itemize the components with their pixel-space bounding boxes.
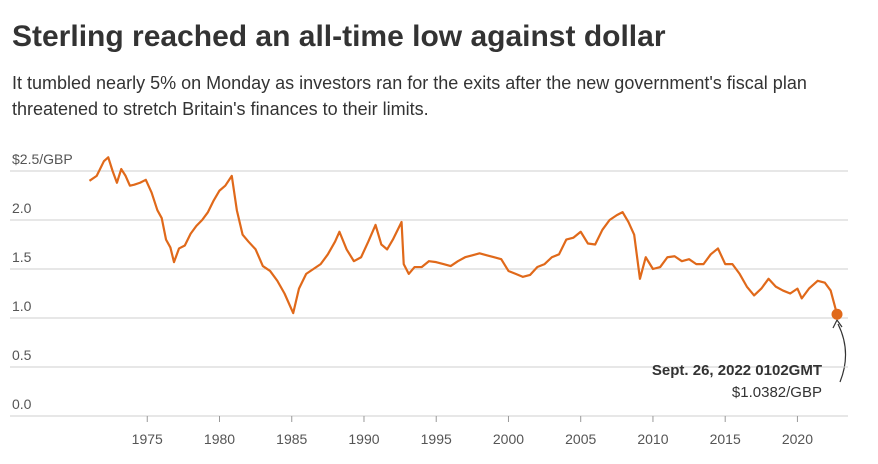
y-tick-label: 2.0 — [12, 200, 32, 216]
y-tick-label: 0.5 — [12, 347, 32, 363]
chart-subtitle: It tumbled nearly 5% on Monday as invest… — [12, 73, 807, 93]
y-tick-label: 1.5 — [12, 249, 32, 265]
x-tick-label: 1990 — [348, 431, 379, 447]
x-tick-label: 2000 — [493, 431, 524, 447]
x-tick-label: 1995 — [421, 431, 452, 447]
x-tick-label: 1980 — [204, 431, 235, 447]
chart-subtitle: threatened to stretch Britain's finances… — [12, 99, 429, 119]
x-tick-label: 2015 — [710, 431, 741, 447]
y-tick-label: 1.0 — [12, 298, 32, 314]
x-tick-label: 2020 — [782, 431, 813, 447]
y-tick-label: 0.0 — [12, 396, 32, 412]
price-line — [88, 156, 839, 315]
annotation-arrowhead — [832, 318, 843, 329]
x-tick-label: 2005 — [565, 431, 596, 447]
annotation-title: Sept. 26, 2022 0102GMT — [652, 362, 822, 379]
annotation-arrow — [837, 323, 847, 383]
x-tick-label: 1985 — [276, 431, 307, 447]
x-tick-label: 2010 — [637, 431, 668, 447]
y-tick-label: $2.5/GBP — [12, 151, 73, 167]
x-tick-label: 1975 — [132, 431, 163, 447]
highlight-dot — [831, 308, 843, 320]
annotation-value: $1.0382/GBP — [732, 384, 822, 401]
chart-title: Sterling reached an all-time low against… — [12, 20, 666, 53]
